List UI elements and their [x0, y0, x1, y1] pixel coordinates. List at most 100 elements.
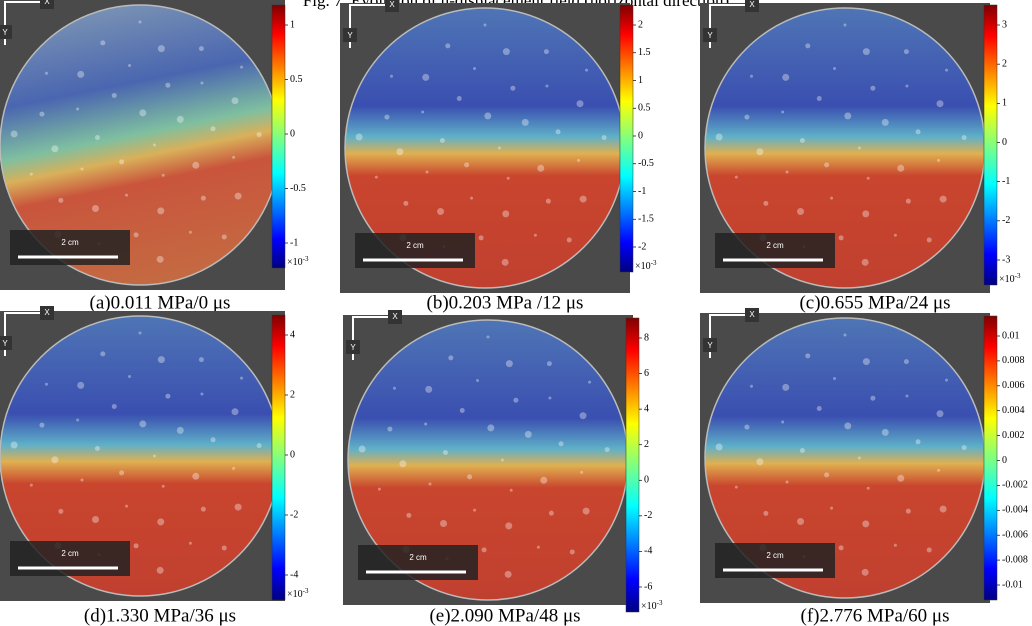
- speckle: [100, 40, 106, 46]
- axis-box: [40, 306, 54, 320]
- colorbar-tick-label: -2: [1002, 215, 1010, 226]
- speckle: [893, 543, 897, 547]
- panel-caption: (f)2.776 MPa/60 μs: [801, 605, 950, 626]
- speckle: [785, 170, 789, 174]
- speckle: [961, 135, 967, 141]
- speckle: [545, 84, 549, 88]
- speckle: [881, 118, 889, 126]
- speckle: [77, 381, 85, 389]
- speckle: [76, 418, 80, 422]
- speckle: [926, 237, 932, 243]
- speckle: [188, 541, 192, 545]
- panel: X Y 2 cm 1 0.5 0 -0.5 -1 ×10-3 (a)0.011 MPa/0 μs: [0, 0, 309, 313]
- colorbar-tick-label: 0: [290, 128, 295, 139]
- speckle: [546, 361, 552, 367]
- speckle: [111, 93, 117, 99]
- colorbar-tick-label: 2: [290, 389, 295, 400]
- speckle: [389, 74, 393, 78]
- speckle: [478, 235, 484, 241]
- speckle: [543, 49, 549, 55]
- colorbar-tick-label: -0.002: [1002, 480, 1028, 491]
- speckle: [399, 460, 407, 468]
- speckle: [94, 445, 100, 451]
- speckle: [870, 395, 876, 401]
- speckle: [10, 441, 18, 449]
- axis-box: [40, 0, 54, 9]
- speckle: [897, 474, 905, 482]
- colorbar-tick-label: 0.5: [290, 74, 303, 85]
- speckle: [29, 172, 33, 176]
- panel: X Y 2 cm 2 1.5 1 0.5 0 -0.5 -1 -1.5 -2 ×10-3 (b)0.203…: [340, 0, 657, 313]
- speckle: [119, 159, 125, 165]
- speckle: [510, 85, 516, 91]
- speckle: [200, 392, 204, 396]
- speckle: [198, 357, 204, 363]
- speckle: [125, 504, 129, 508]
- speckle: [497, 146, 501, 150]
- axis-box: [703, 28, 717, 42]
- speckle: [396, 148, 404, 156]
- speckle: [756, 458, 764, 466]
- speckle: [256, 443, 262, 449]
- colorbar-tick-label: -1: [1002, 176, 1010, 187]
- colorbar-multiplier: ×10-3: [999, 272, 1021, 286]
- speckle: [862, 48, 870, 56]
- axis-y-label: Y: [2, 339, 8, 348]
- speckle: [961, 445, 967, 451]
- colorbar: [983, 4, 998, 286]
- speckle: [715, 133, 723, 141]
- speckle: [51, 456, 59, 464]
- speckle: [198, 46, 204, 52]
- colorbar-tick-label: 0: [1002, 455, 1007, 466]
- speckle: [152, 454, 156, 458]
- speckle: [862, 520, 870, 528]
- speckle: [440, 520, 448, 528]
- axis-y-label: Y: [707, 341, 713, 350]
- colorbar-tick-label: -0.5: [290, 183, 306, 194]
- speckle: [782, 383, 790, 391]
- speckle: [437, 208, 445, 216]
- speckle: [881, 428, 889, 436]
- speckle: [937, 468, 941, 472]
- colorbar-tick-label: 0.01: [1002, 330, 1020, 341]
- colorbar-tick-label: -1.5: [638, 214, 654, 225]
- speckle: [540, 476, 548, 484]
- speckle: [156, 255, 164, 263]
- speckle: [937, 158, 941, 162]
- speckle: [29, 483, 33, 487]
- speckle: [524, 430, 532, 438]
- speckle: [501, 258, 509, 266]
- axis-x-label: X: [389, 0, 395, 9]
- axis-x-label: X: [749, 0, 755, 9]
- multiplier-base: ×10: [287, 589, 303, 600]
- speckle: [749, 74, 753, 78]
- speckle: [588, 380, 592, 384]
- speckle: [582, 507, 590, 515]
- scale-label: 2 cm: [61, 238, 79, 247]
- scale-box: [358, 545, 478, 580]
- colorbar-tick-label: 0.008: [1002, 355, 1025, 366]
- speckle: [473, 508, 477, 512]
- scale-label: 2 cm: [766, 551, 784, 560]
- speckle: [377, 487, 381, 491]
- colorbar-tick-label: 0.002: [1002, 430, 1025, 441]
- speckle: [387, 426, 393, 432]
- speckle: [111, 404, 117, 410]
- speckle: [536, 545, 540, 549]
- speckle: [566, 237, 572, 243]
- axis-box: [745, 0, 759, 12]
- panel-caption: (e)2.090 MPa/48 μs: [429, 605, 580, 626]
- speckle: [192, 472, 200, 480]
- speckle: [240, 65, 244, 69]
- speckle: [870, 85, 876, 91]
- speckle: [939, 505, 947, 513]
- speckle: [10, 130, 18, 138]
- colorbar-multiplier: ×10-3: [641, 599, 663, 613]
- speckle: [502, 210, 510, 218]
- speckle: [749, 384, 753, 388]
- speckle: [80, 167, 84, 171]
- speckle: [424, 422, 428, 426]
- speckle: [509, 488, 513, 492]
- axis-y-label: Y: [347, 31, 353, 40]
